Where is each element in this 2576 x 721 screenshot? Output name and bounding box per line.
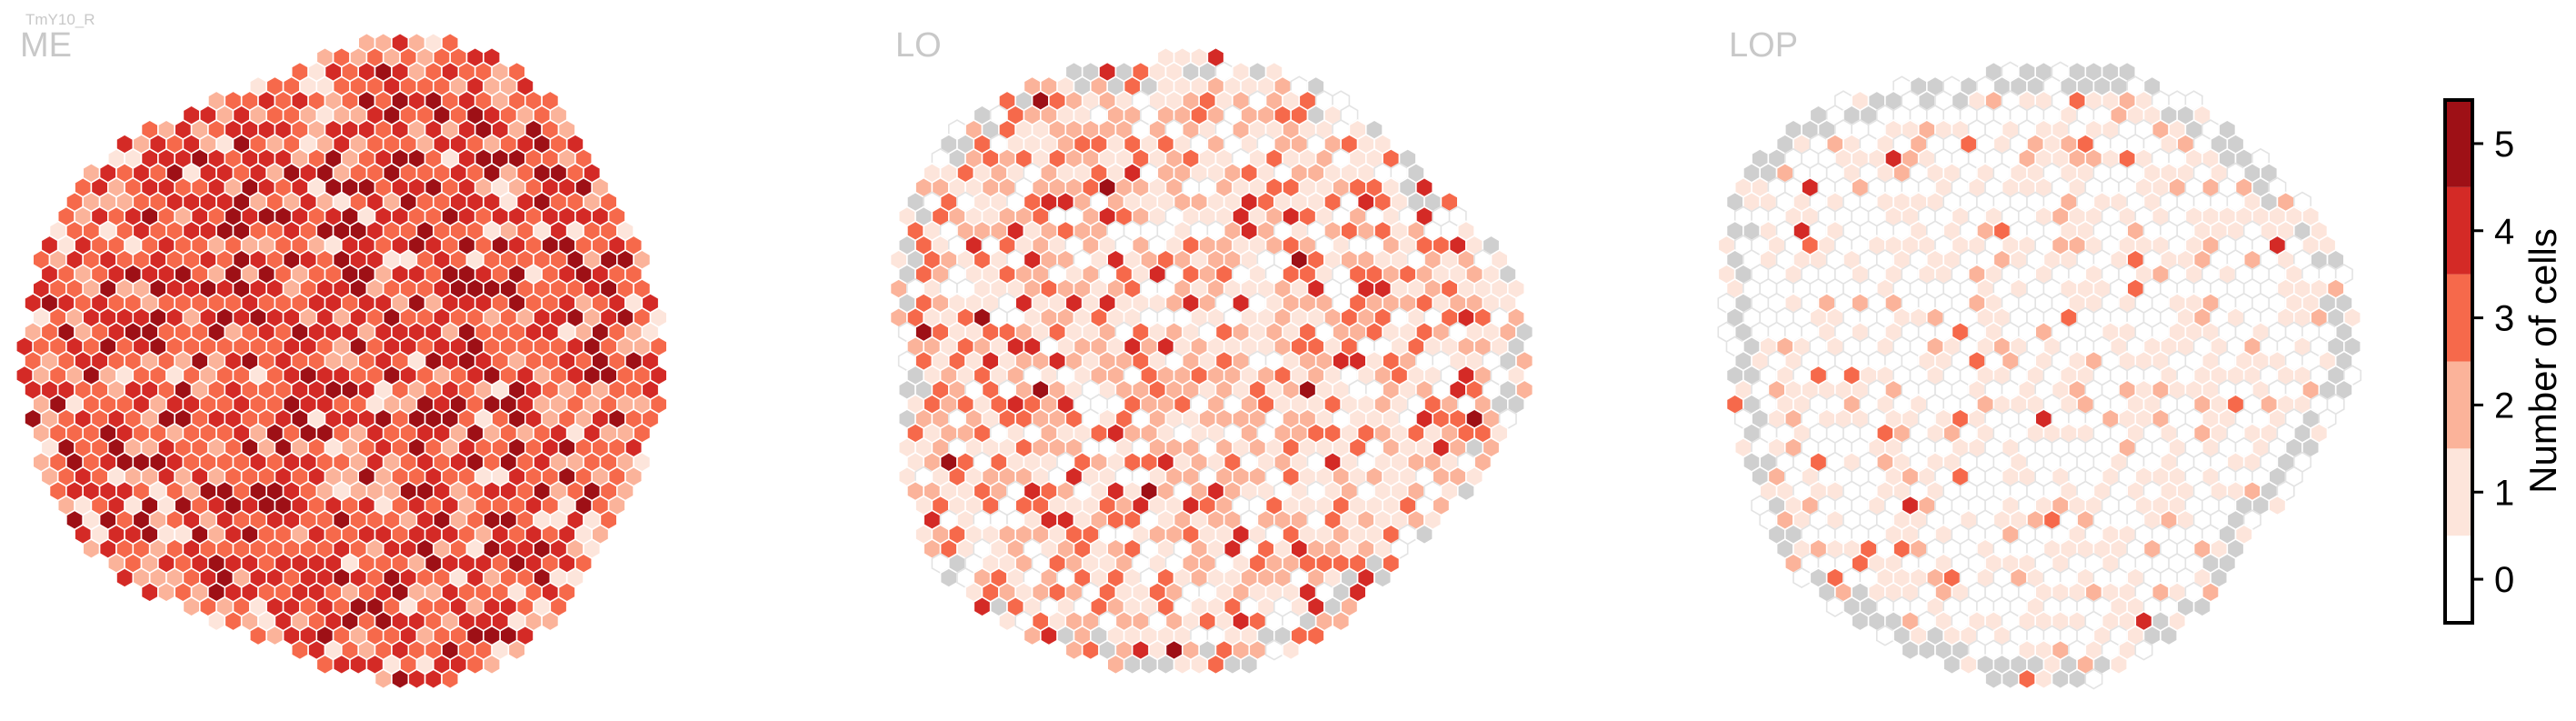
colorbar-ticks: 0 1 2 3 4 5 — [2472, 125, 2514, 600]
hex-cell — [507, 639, 526, 661]
hex-cell — [157, 581, 175, 603]
hex-cell — [265, 625, 285, 646]
hex-cell — [1851, 610, 1870, 632]
colorbar-frame — [2443, 98, 2474, 625]
hex-cell — [249, 625, 267, 646]
hex-cell — [2268, 495, 2287, 516]
hex-cell — [140, 581, 159, 603]
colorbar: 0 1 2 3 4 5 Number of cells — [2443, 98, 2564, 625]
colorbar-block — [2445, 536, 2472, 623]
hex-cell — [2001, 668, 2020, 690]
hex-cell — [332, 654, 351, 676]
hex-cell — [483, 654, 501, 676]
hex-cell — [939, 566, 958, 589]
hex-cell — [465, 654, 484, 676]
hex-cell — [374, 668, 393, 690]
panel-lo: LO — [889, 26, 1534, 676]
hex-cell — [2192, 596, 2212, 617]
hex-cell — [1917, 639, 1936, 661]
hex-cell — [541, 610, 560, 632]
hex-cell — [1959, 654, 1978, 676]
hex-cell — [1240, 654, 1259, 676]
hex-grid-lo — [889, 46, 1534, 676]
hex-cell — [973, 596, 992, 617]
colorbar-tick-label: 0 — [2494, 560, 2514, 600]
colorbar-tick-label: 2 — [2494, 386, 2514, 426]
hex-cell — [290, 639, 309, 661]
hex-cell — [2110, 654, 2128, 676]
hex-cell — [1023, 625, 1042, 646]
hex-cell — [441, 668, 460, 690]
hex-cell — [1825, 596, 1844, 617]
colorbar-tick-label: 4 — [2494, 212, 2514, 252]
colorbar-block — [2445, 361, 2472, 449]
hex-grid-lop — [1717, 61, 2361, 690]
hex-cell — [1264, 639, 1283, 661]
hex-cell — [2034, 668, 2053, 690]
hex-cell — [1106, 654, 1125, 676]
hex-cell — [1081, 639, 1100, 661]
hex-cell — [1040, 625, 1058, 646]
hex-cell — [391, 668, 410, 690]
panel-title-lo: LO — [895, 26, 942, 65]
hex-cell — [182, 596, 201, 617]
hex-cell — [1140, 654, 1159, 676]
panel-me: ME — [15, 26, 668, 690]
hex-grid-me — [15, 32, 668, 690]
hex-cell — [1206, 654, 1225, 676]
hex-cell — [1190, 654, 1209, 676]
colorbar-block — [2445, 100, 2472, 187]
hex-cell — [998, 610, 1016, 632]
hex-cell — [1064, 639, 1083, 661]
colorbar-block — [2445, 186, 2472, 275]
hex-cell — [424, 668, 443, 690]
hex-cell — [2134, 639, 2153, 661]
hex-cell — [349, 654, 368, 676]
hex-cell — [1306, 625, 1325, 646]
hex-cell — [315, 654, 334, 676]
hex-cell — [2051, 668, 2070, 690]
hex-cell — [1415, 524, 1433, 546]
panel-lop: LOP — [1717, 26, 2361, 690]
panel-title-lop: LOP — [1729, 26, 1798, 65]
hex-cell — [2018, 668, 2036, 690]
hex-cell — [82, 538, 101, 560]
hex-cell — [1942, 654, 1962, 676]
hex-cell — [1282, 639, 1301, 661]
hex-cell — [1123, 654, 1142, 676]
colorbar-label: Number of cells — [2521, 228, 2564, 494]
hex-cell — [207, 610, 226, 632]
hex-cell — [2084, 668, 2103, 690]
hex-cell — [1792, 566, 1812, 589]
hex-cell — [1223, 654, 1242, 676]
hex-cell — [1901, 639, 1920, 661]
hex-cell — [1332, 610, 1351, 632]
colorbar-block — [2445, 274, 2472, 362]
colorbar-tick-label: 5 — [2494, 125, 2514, 165]
hex-cell — [407, 668, 426, 690]
colorbar-block — [2445, 448, 2472, 536]
hex-cell — [1457, 480, 1475, 502]
colorbar-tick-label: 1 — [2494, 473, 2514, 513]
hex-cell — [1373, 566, 1393, 589]
cell-type-label: TmY10_R — [25, 11, 95, 28]
hex-cell — [224, 610, 243, 632]
panel-title-me: ME — [20, 26, 72, 65]
hex-cell — [115, 566, 135, 589]
hex-cell — [2160, 625, 2178, 646]
hex-cell — [1984, 668, 2003, 690]
hex-cell — [1173, 654, 1192, 676]
colorbar-blocks — [2445, 100, 2472, 623]
hex-cell — [2068, 668, 2087, 690]
hex-cell — [1156, 654, 1175, 676]
colorbar-tick-label: 3 — [2494, 299, 2514, 339]
hex-cell — [1876, 625, 1894, 646]
